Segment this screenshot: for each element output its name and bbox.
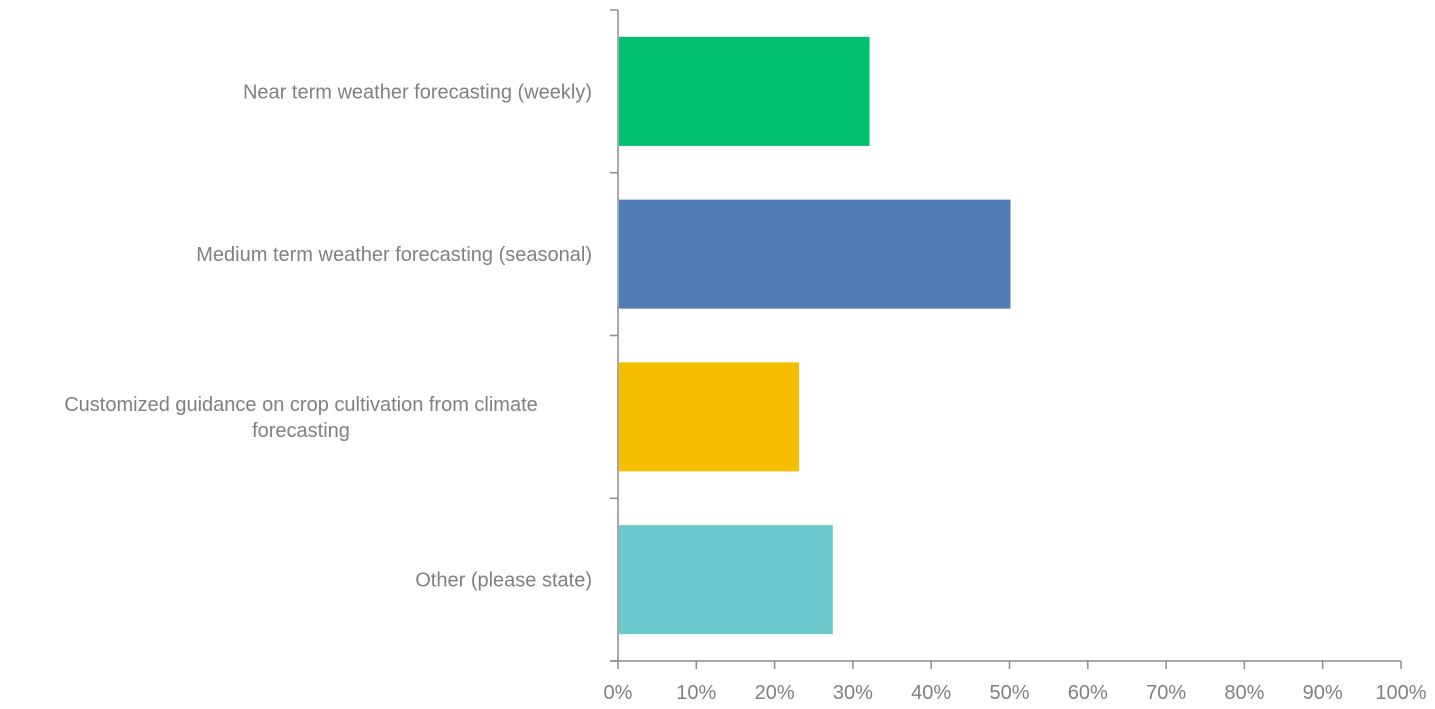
- x-tick-label: 10%: [676, 682, 716, 704]
- x-tick-label: 80%: [1224, 682, 1264, 704]
- bar-4: [619, 525, 833, 635]
- x-tick-label: 40%: [911, 682, 951, 704]
- category-label-3: Customized guidance on crop cultivation …: [64, 394, 538, 442]
- bar-3: [619, 362, 800, 472]
- x-tick-label: 50%: [989, 682, 1029, 704]
- bar-2: [619, 199, 1011, 309]
- x-tick-labels: 0% 10% 20% 30% 40% 50% 60% 70% 80% 90% 100%: [604, 682, 1427, 704]
- x-tick-label: 70%: [1146, 682, 1186, 704]
- bars-group: [619, 36, 1011, 635]
- x-tick-label: 0%: [604, 682, 633, 704]
- x-tick-label: 30%: [833, 682, 873, 704]
- x-tick-label: 90%: [1303, 682, 1343, 704]
- x-tick-label: 60%: [1068, 682, 1108, 704]
- x-tick-label: 100%: [1375, 682, 1426, 704]
- category-label-2: Medium term weather forecasting (seasona…: [196, 244, 592, 266]
- category-label-line: Customized guidance on crop cultivation …: [64, 394, 538, 416]
- category-label-1: Near term weather forecasting (weekly): [243, 81, 592, 103]
- category-labels: Near term weather forecasting (weekly) Me…: [64, 81, 592, 591]
- category-label-line: forecasting: [252, 420, 350, 442]
- axes-group: [610, 9, 1402, 669]
- bar-1: [619, 36, 870, 146]
- category-label-4: Other (please state): [415, 570, 592, 592]
- x-tick-label: 20%: [755, 682, 795, 704]
